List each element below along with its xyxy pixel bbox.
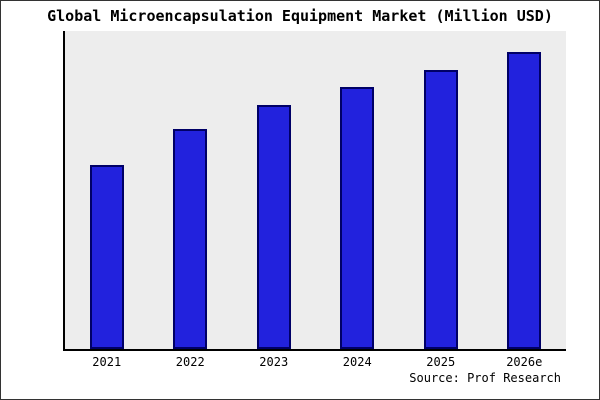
x-tick-2026e: 2026e <box>506 355 543 369</box>
bar-slot-2022 <box>149 31 233 349</box>
bar-slot-2023 <box>232 31 316 349</box>
x-tick-2022: 2022 <box>175 355 205 369</box>
bar-series <box>65 31 566 349</box>
x-axis-tick-labels: 2021 2022 2023 2024 2025 2026e <box>65 355 566 369</box>
bar-slot-2021 <box>65 31 149 349</box>
x-tick-2021: 2021 <box>92 355 122 369</box>
bar-2026e <box>507 51 542 349</box>
x-tick-2025: 2025 <box>426 355 456 369</box>
bar-2025 <box>423 69 458 349</box>
chart-title: Global Microencapsulation Equipment Mark… <box>47 7 553 25</box>
source-note: Source: Prof Research <box>409 371 561 385</box>
bar-slot-2024 <box>316 31 400 349</box>
bar-2024 <box>340 87 375 349</box>
bar-slot-2026e <box>483 31 567 349</box>
plot-area <box>63 31 566 351</box>
x-tick-2023: 2023 <box>259 355 289 369</box>
bar-2022 <box>173 129 208 349</box>
x-tick-2024: 2024 <box>342 355 372 369</box>
bar-2023 <box>256 105 291 349</box>
bar-slot-2025 <box>399 31 483 349</box>
bar-2021 <box>89 164 124 349</box>
